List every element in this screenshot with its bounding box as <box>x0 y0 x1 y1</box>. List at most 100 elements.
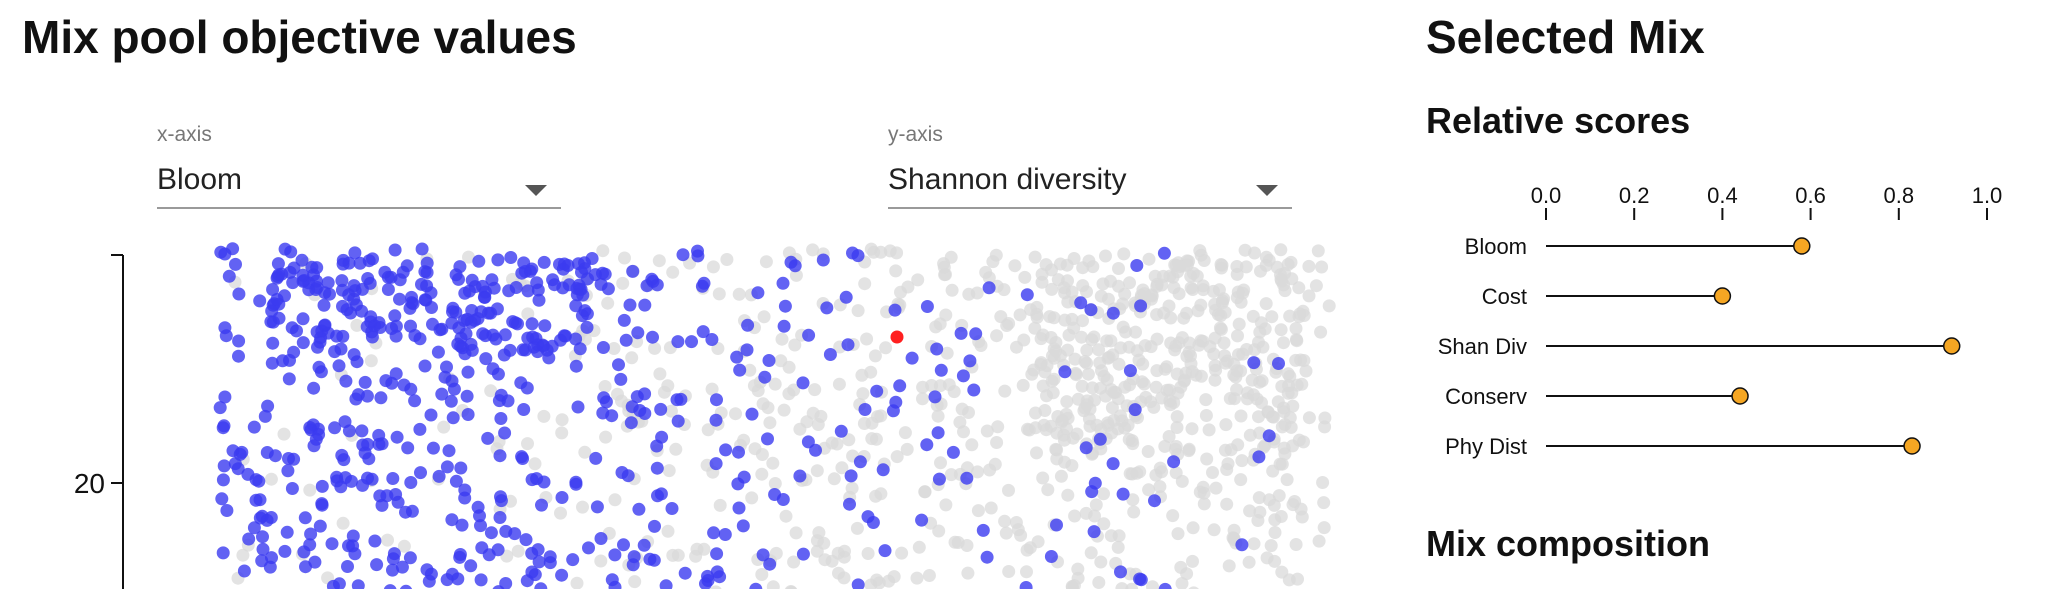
scatter-point-pareto[interactable] <box>493 511 507 524</box>
scatter-point[interactable] <box>1104 334 1118 348</box>
scatter-point[interactable] <box>1295 377 1309 391</box>
scatter-point-pareto[interactable] <box>537 255 551 269</box>
scatter-point-pareto[interactable] <box>624 416 638 430</box>
scatter-point-pareto[interactable] <box>284 245 298 259</box>
scatter-point-pareto[interactable] <box>931 426 945 440</box>
scatter-point-pareto[interactable] <box>763 557 777 571</box>
scatter-point[interactable] <box>1184 281 1198 295</box>
scatter-point-pareto[interactable] <box>365 472 379 486</box>
scatter-point-pareto[interactable] <box>256 542 270 556</box>
scatter-point-pareto[interactable] <box>525 317 539 331</box>
scatter-point[interactable] <box>1150 332 1164 346</box>
scatter-point[interactable] <box>806 243 820 257</box>
scatter-point[interactable] <box>890 450 904 464</box>
scatter-point-pareto[interactable] <box>870 384 884 398</box>
scatter-point[interactable] <box>757 310 771 324</box>
scatter-point-pareto[interactable] <box>1134 299 1148 313</box>
scatter-point-pareto[interactable] <box>453 548 467 561</box>
scatter-point[interactable] <box>1206 284 1220 298</box>
scatter-point[interactable] <box>1132 353 1146 367</box>
scatter-point-pareto[interactable] <box>637 538 651 552</box>
scatter-point-pareto[interactable] <box>342 256 356 270</box>
scatter-point[interactable] <box>755 467 769 481</box>
scatter-point[interactable] <box>1118 421 1132 435</box>
scatter-point-pareto[interactable] <box>615 466 629 479</box>
scatter-point[interactable] <box>1068 509 1082 523</box>
scatter-point[interactable] <box>911 273 925 287</box>
scatter-point-pareto[interactable] <box>580 307 594 321</box>
scatter-point-pareto[interactable] <box>509 281 523 294</box>
scatter-point[interactable] <box>1191 304 1205 318</box>
scatter-point[interactable] <box>664 404 678 418</box>
scatter-point-pareto[interactable] <box>823 348 837 361</box>
scatter-point[interactable] <box>1219 418 1233 432</box>
scatter-point-pareto[interactable] <box>730 350 744 364</box>
scatter-point[interactable] <box>1102 350 1116 364</box>
scatter-point[interactable] <box>1169 258 1183 272</box>
scatter-point[interactable] <box>1222 559 1236 573</box>
chevron-down-icon[interactable] <box>525 185 547 196</box>
scatter-point[interactable] <box>983 463 997 477</box>
scatter-point[interactable] <box>666 548 680 562</box>
scatter-point[interactable] <box>1264 539 1278 553</box>
scatter-point[interactable] <box>872 576 886 589</box>
scatter-point-pareto[interactable] <box>228 457 242 471</box>
scatter-point-pareto[interactable] <box>285 482 299 495</box>
scatter-point-pareto[interactable] <box>256 530 269 544</box>
scatter-point[interactable] <box>1065 459 1079 473</box>
scatter-point[interactable] <box>521 307 535 321</box>
scatter-point[interactable] <box>944 250 958 264</box>
scatter-point[interactable] <box>1274 268 1287 282</box>
scatter-point-pareto[interactable] <box>569 359 583 373</box>
scatter-point[interactable] <box>1162 430 1176 443</box>
scatter-point-pareto[interactable] <box>247 420 261 434</box>
scatter-point[interactable] <box>1155 391 1169 405</box>
scatter-point[interactable] <box>1111 540 1125 554</box>
scatter-point[interactable] <box>766 456 780 470</box>
scatter-point-pareto[interactable] <box>218 390 232 404</box>
scatter-point-pareto[interactable] <box>336 299 349 313</box>
scatter-point[interactable] <box>1277 401 1290 415</box>
scatter-point-pareto[interactable] <box>1116 487 1130 501</box>
scatter-point-pareto[interactable] <box>498 426 512 440</box>
scatter-point-pareto[interactable] <box>758 370 772 384</box>
scatter-point[interactable] <box>845 481 859 495</box>
scatter-point[interactable] <box>900 442 914 456</box>
scatter-point-pareto[interactable] <box>493 449 507 463</box>
scatter-point[interactable] <box>1265 310 1279 324</box>
scatter-point-pareto[interactable] <box>632 502 646 516</box>
scatter-point[interactable] <box>1030 310 1044 324</box>
scatter-point[interactable] <box>1060 395 1074 409</box>
scatter-point-pareto[interactable] <box>462 284 476 298</box>
scatter-point[interactable] <box>871 410 884 424</box>
scatter-point-pareto[interactable] <box>599 395 613 409</box>
scatter-point-pareto[interactable] <box>525 546 539 560</box>
scatter-point[interactable] <box>1302 289 1316 303</box>
scatter-point-pareto[interactable] <box>1123 364 1137 378</box>
scatter-point[interactable] <box>991 420 1005 434</box>
scatter-point-pareto[interactable] <box>571 400 585 414</box>
scatter-point-pareto[interactable] <box>705 333 719 346</box>
scatter-point-pareto[interactable] <box>963 354 977 368</box>
scatter-point-pareto[interactable] <box>745 407 759 421</box>
scatter-point[interactable] <box>1090 418 1104 432</box>
scatter-point-pareto[interactable] <box>553 257 566 271</box>
scatter-point-pareto[interactable] <box>1235 538 1249 552</box>
scatter-point-pareto[interactable] <box>313 519 327 533</box>
scatter-point[interactable] <box>1016 378 1030 392</box>
scatter-point[interactable] <box>759 255 773 269</box>
scatter-point-pareto[interactable] <box>732 501 746 515</box>
scatter-plot[interactable]: 20 <box>0 0 1400 589</box>
scatter-point-pareto[interactable] <box>946 445 960 459</box>
scatter-point-pareto[interactable] <box>671 414 685 428</box>
scatter-point[interactable] <box>1002 483 1015 497</box>
scatter-point[interactable] <box>277 427 291 441</box>
scatter-point[interactable] <box>937 260 951 274</box>
scatter-point-pareto[interactable] <box>853 455 867 469</box>
scatter-point-pareto[interactable] <box>531 283 545 297</box>
scatter-point[interactable] <box>236 548 250 562</box>
scatter-point[interactable] <box>1162 299 1176 313</box>
scatter-point-pareto[interactable] <box>408 394 422 408</box>
scatter-point-pareto[interactable] <box>1087 525 1101 539</box>
scatter-point[interactable] <box>1215 258 1229 272</box>
